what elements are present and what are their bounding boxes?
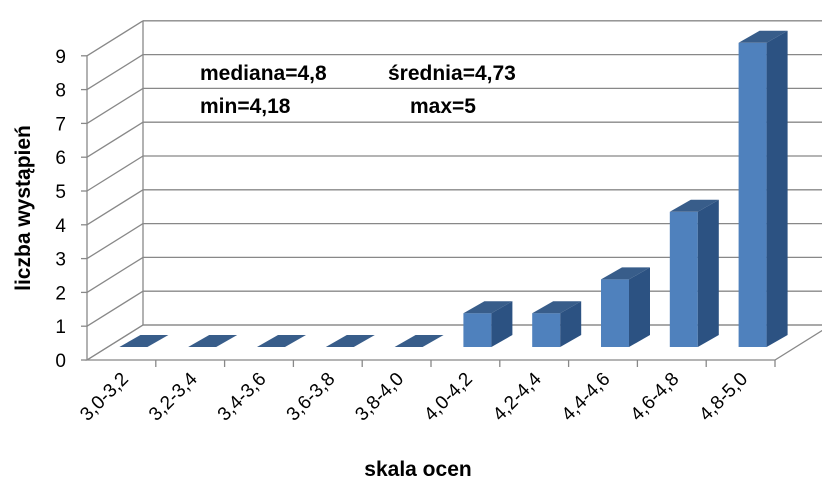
x-tick-label: 3,4-3,6 <box>214 369 271 426</box>
side-gridline <box>86 223 144 260</box>
x-tick-label: 4,6-4,8 <box>627 369 684 426</box>
annotation-min: min=4,18 <box>200 95 291 118</box>
side-gridline <box>86 256 144 293</box>
bar <box>257 335 306 347</box>
bar-top <box>119 335 169 347</box>
bar-top <box>532 301 582 314</box>
bar-front <box>601 279 629 347</box>
annotation-mean: średnia=4,73 <box>388 62 516 85</box>
side-gridline <box>86 189 144 226</box>
annotation-median: mediana=4,8 <box>200 62 327 85</box>
floor <box>84 324 822 361</box>
bar-top <box>669 199 719 212</box>
bar-top <box>257 335 306 347</box>
x-axis-title: skala ocen <box>364 458 471 481</box>
bar <box>738 30 788 348</box>
bar-top <box>325 335 375 347</box>
y-tick-label: 4 <box>55 216 66 237</box>
y-tick-label: 1 <box>55 317 66 338</box>
bar <box>394 335 444 347</box>
side-gridline <box>86 54 144 91</box>
bar <box>669 199 719 347</box>
bar <box>325 335 375 347</box>
y-axis-ticks: 0 1 2 3 4 5 6 7 8 9 <box>55 47 66 372</box>
side-gridline <box>86 20 144 57</box>
y-axis-title: liczba wystąpień <box>12 125 35 291</box>
bars <box>119 30 788 348</box>
y-tick-label: 9 <box>55 47 66 68</box>
bar-top <box>738 30 788 43</box>
x-tick-label: 3,6-3,8 <box>283 369 340 426</box>
x-tick-label: 4,2-4,4 <box>489 368 546 425</box>
x-axis-ticks: 3,0-3,2 3,2-3,4 3,4-3,6 3,6-3,8 3,8-4,0 4,0-4… <box>76 368 752 425</box>
bar-side <box>491 301 513 347</box>
side-gridline <box>86 87 144 124</box>
bar-front <box>738 42 767 348</box>
x-tick-label: 3,0-3,2 <box>76 369 133 426</box>
bar <box>188 335 238 347</box>
bar-front <box>669 211 698 347</box>
bar-side <box>560 301 582 347</box>
bar-top <box>463 301 513 314</box>
y-tick-label: 0 <box>55 351 66 372</box>
bar <box>532 301 582 347</box>
y-tick-label: 8 <box>55 81 66 102</box>
y-tick-label: 2 <box>55 283 66 304</box>
bar-top <box>394 335 444 347</box>
y-tick-label: 3 <box>55 250 66 271</box>
x-tick-label: 3,2-3,4 <box>145 368 202 425</box>
bar <box>463 301 513 347</box>
bar-top <box>188 335 238 347</box>
x-tick-label: 4,0-4,2 <box>420 369 477 426</box>
x-tick-label: 3,8-4,0 <box>351 369 408 426</box>
bar-side <box>766 30 788 348</box>
y-tick-label: 7 <box>55 114 66 135</box>
y-tick-label: 5 <box>55 182 66 203</box>
bar <box>119 335 169 347</box>
side-gridline <box>86 121 144 158</box>
annotation-max: max=5 <box>410 95 476 118</box>
bar-front <box>463 313 492 347</box>
y-tick-label: 6 <box>55 148 66 169</box>
x-tick-label: 4,4-4,6 <box>558 369 615 426</box>
bar-front <box>532 313 561 347</box>
bar-side <box>697 199 719 347</box>
bar-side <box>629 267 650 347</box>
side-gridline <box>86 290 144 327</box>
side-gridline <box>86 155 144 192</box>
bar-top <box>601 267 650 280</box>
bar <box>601 267 650 347</box>
x-tick-label: 4,8-5,0 <box>695 369 752 426</box>
